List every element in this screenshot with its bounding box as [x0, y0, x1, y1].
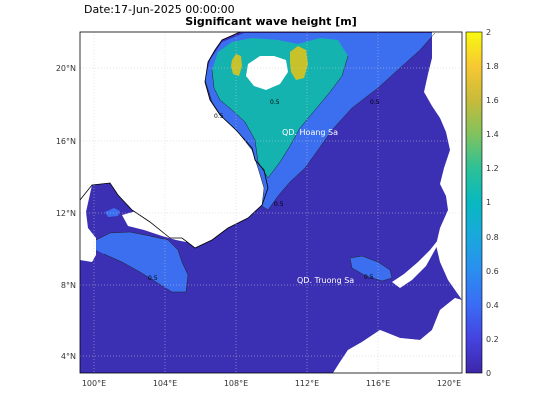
map-title: Significant wave height [m] [185, 15, 357, 28]
lon-tick: 100°E [82, 379, 106, 388]
contour-label: 0.5 [270, 99, 280, 106]
sea-peak-west [231, 54, 242, 76]
colorbar-ticks: 2 1.8 1.6 1.4 1.2 1 0.8 0.6 0.4 0.2 0 [486, 28, 499, 378]
colorbar-tick: 1.4 [486, 130, 499, 139]
colorbar [465, 31, 483, 374]
colorbar-tick: 1.2 [486, 164, 499, 173]
lon-tick: 104°E [153, 379, 177, 388]
colorbar-tick: 1 [486, 198, 491, 207]
colorbar-tick: 2 [486, 28, 491, 37]
lat-tick: 16°N [56, 137, 76, 146]
colorbar-tick: 0.4 [486, 301, 499, 310]
colorbar-tick: 0.6 [486, 267, 499, 276]
contour-truong-sa [349, 255, 393, 282]
contour-1-0 [211, 55, 349, 179]
gulf-small-patch [105, 208, 120, 217]
sea-high-region [212, 38, 348, 178]
coastline [80, 32, 269, 249]
contour-0-5-east [267, 32, 436, 211]
contour-label: 0.5 [370, 99, 380, 106]
lon-tick: 108°E [224, 379, 248, 388]
map-border [79, 31, 463, 374]
lat-tick: 20°N [56, 64, 76, 73]
lon-tick: 120°E [437, 379, 461, 388]
colorbar-tick: 0.8 [486, 233, 499, 242]
contour-0-5-main [204, 79, 269, 211]
colorbar-tick: 1.6 [486, 96, 499, 105]
colorbar-tick: 0 [486, 369, 491, 378]
palawan-land [392, 232, 442, 288]
place-label-hoang-sa: QD. Hoang Sa [282, 128, 338, 137]
truong-sa-mid-region [350, 256, 392, 281]
borneo-land [333, 298, 462, 373]
contour-label: 0.5 [214, 113, 224, 120]
sea-peak-east [290, 46, 308, 80]
colorbar-tick: 1.8 [486, 62, 499, 71]
colorbar-tick: 0.2 [486, 335, 499, 344]
contour-label: 0.5 [364, 274, 374, 281]
contour-gulf [95, 231, 189, 293]
date-label: Date:17-Jun-2025 00:00:00 [84, 3, 235, 16]
lon-tick: 112°E [295, 379, 319, 388]
grid-lines [80, 32, 462, 373]
lat-tick: 12°N [56, 209, 76, 218]
lat-tick: 8°N [61, 281, 76, 290]
lon-tick: 116°E [366, 379, 390, 388]
luzon-land [424, 32, 462, 300]
lat-tick: 4°N [61, 352, 76, 361]
contour-label: 0.5 [148, 275, 158, 282]
gulf-mid-region [96, 232, 188, 292]
place-label-truong-sa: QD. Truong Sa [297, 276, 354, 285]
hainan-island [246, 56, 288, 90]
contour-label: 0.5 [274, 201, 284, 208]
